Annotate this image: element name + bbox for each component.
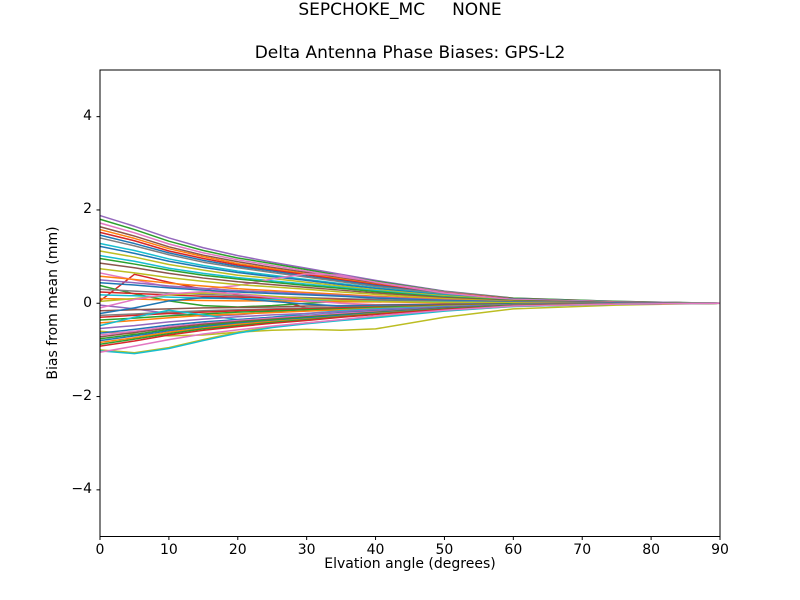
series-line xyxy=(99,292,720,304)
x-tick-label: 90 xyxy=(711,542,729,558)
x-axis-label: Elvation angle (degrees) xyxy=(324,556,496,572)
figure-suptitle: SEPCHOKE_MC NONE xyxy=(298,0,502,20)
y-tick-label: −2 xyxy=(71,388,92,405)
x-tick-label: 30 xyxy=(297,542,316,558)
x-tick-label: 0 xyxy=(95,542,105,558)
x-tick-label: 10 xyxy=(159,542,178,558)
axes-title: Delta Antenna Phase Biases: GPS-L2 xyxy=(254,43,566,63)
x-tick-label: 40 xyxy=(366,542,385,558)
x-tick-label: 50 xyxy=(435,542,454,558)
y-tick-label: 0 xyxy=(83,294,92,311)
x-tick-label: 80 xyxy=(642,542,661,558)
y-tick-label: −4 xyxy=(71,481,92,498)
x-tick-label: 20 xyxy=(228,542,247,558)
x-tick-label: 60 xyxy=(504,542,523,558)
y-tick-label: 4 xyxy=(83,108,92,125)
y-tick-label: 2 xyxy=(83,201,92,218)
series-line xyxy=(99,302,721,353)
series-line xyxy=(99,302,721,337)
series-line xyxy=(99,272,721,304)
x-tick-label: 70 xyxy=(573,542,592,558)
